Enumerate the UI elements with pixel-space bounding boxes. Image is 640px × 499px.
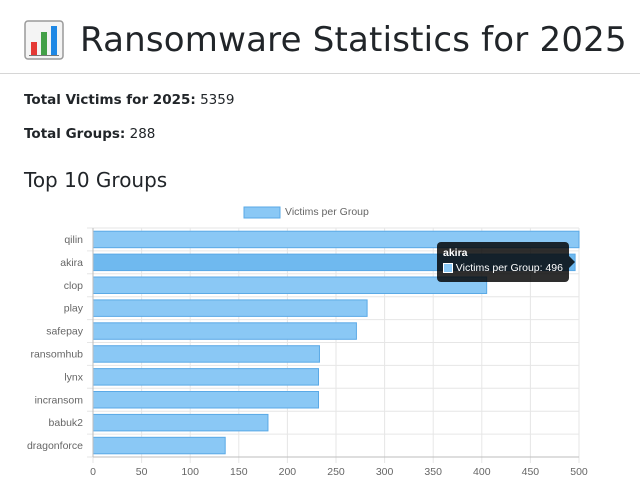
bar-chart-icon <box>24 20 64 60</box>
y-tick-label-clop: clop <box>64 280 83 292</box>
y-tick-label-dragonforce: dragonforce <box>27 440 83 452</box>
x-tick-label: 250 <box>327 466 345 478</box>
legend-swatch <box>243 206 281 219</box>
y-tick-label-incransom: incransom <box>35 394 84 406</box>
y-tick-label-lynx: lynx <box>64 371 83 383</box>
bar-play <box>92 299 368 317</box>
total-victims-stat: Total Victims for 2025: 5359 <box>24 92 234 108</box>
x-tick-label: 200 <box>279 466 297 478</box>
x-tick-label: 400 <box>473 466 491 478</box>
chart-tooltip: akira Victims per Group: 496 <box>437 242 575 282</box>
total-victims-label: Total Victims for 2025: <box>24 92 196 108</box>
bar-babuk2 <box>92 413 269 432</box>
y-tick-label-play: play <box>64 303 84 315</box>
tooltip-title: akira <box>443 247 468 259</box>
bar-ransomhub <box>92 345 320 363</box>
tooltip-swatch <box>443 263 453 273</box>
top-groups-heading: Top 10 Groups <box>24 168 168 192</box>
total-victims-value: 5359 <box>200 92 235 108</box>
bar-safepay <box>92 322 357 340</box>
page-title: Ransomware Statistics for 2025 <box>80 20 627 60</box>
x-tick-label: 150 <box>230 466 248 478</box>
y-tick-label-ransomhub: ransomhub <box>30 348 83 360</box>
total-groups-stat: Total Groups: 288 <box>24 126 155 142</box>
header-divider <box>0 73 640 74</box>
page-header: Ransomware Statistics for 2025 <box>24 14 627 66</box>
total-groups-value: 288 <box>129 126 156 142</box>
x-tick-label: 50 <box>136 466 148 478</box>
tooltip-label: Victims per Group: 496 <box>455 262 563 274</box>
x-tick-label: 350 <box>424 466 442 478</box>
y-tick-label-qilin: qilin <box>64 234 83 246</box>
bar-incransom <box>92 391 320 409</box>
x-tick-label: 500 <box>570 466 588 478</box>
legend-label: Victims per Group <box>285 206 369 218</box>
x-tick-label: 450 <box>522 466 540 478</box>
tooltip-row: Victims per Group: 496 <box>443 262 563 274</box>
bar-dragonforce <box>92 436 226 455</box>
x-tick-label: 0 <box>90 466 96 478</box>
y-tick-label-akira: akira <box>60 257 83 269</box>
total-groups-label: Total Groups: <box>24 126 126 142</box>
y-tick-label-safepay: safepay <box>46 326 84 338</box>
x-tick-label: 100 <box>181 466 199 478</box>
bar-clop <box>92 276 488 294</box>
x-tick-label: 300 <box>376 466 394 478</box>
bar-lynx <box>92 368 320 386</box>
y-tick-label-babuk2: babuk2 <box>49 417 84 429</box>
